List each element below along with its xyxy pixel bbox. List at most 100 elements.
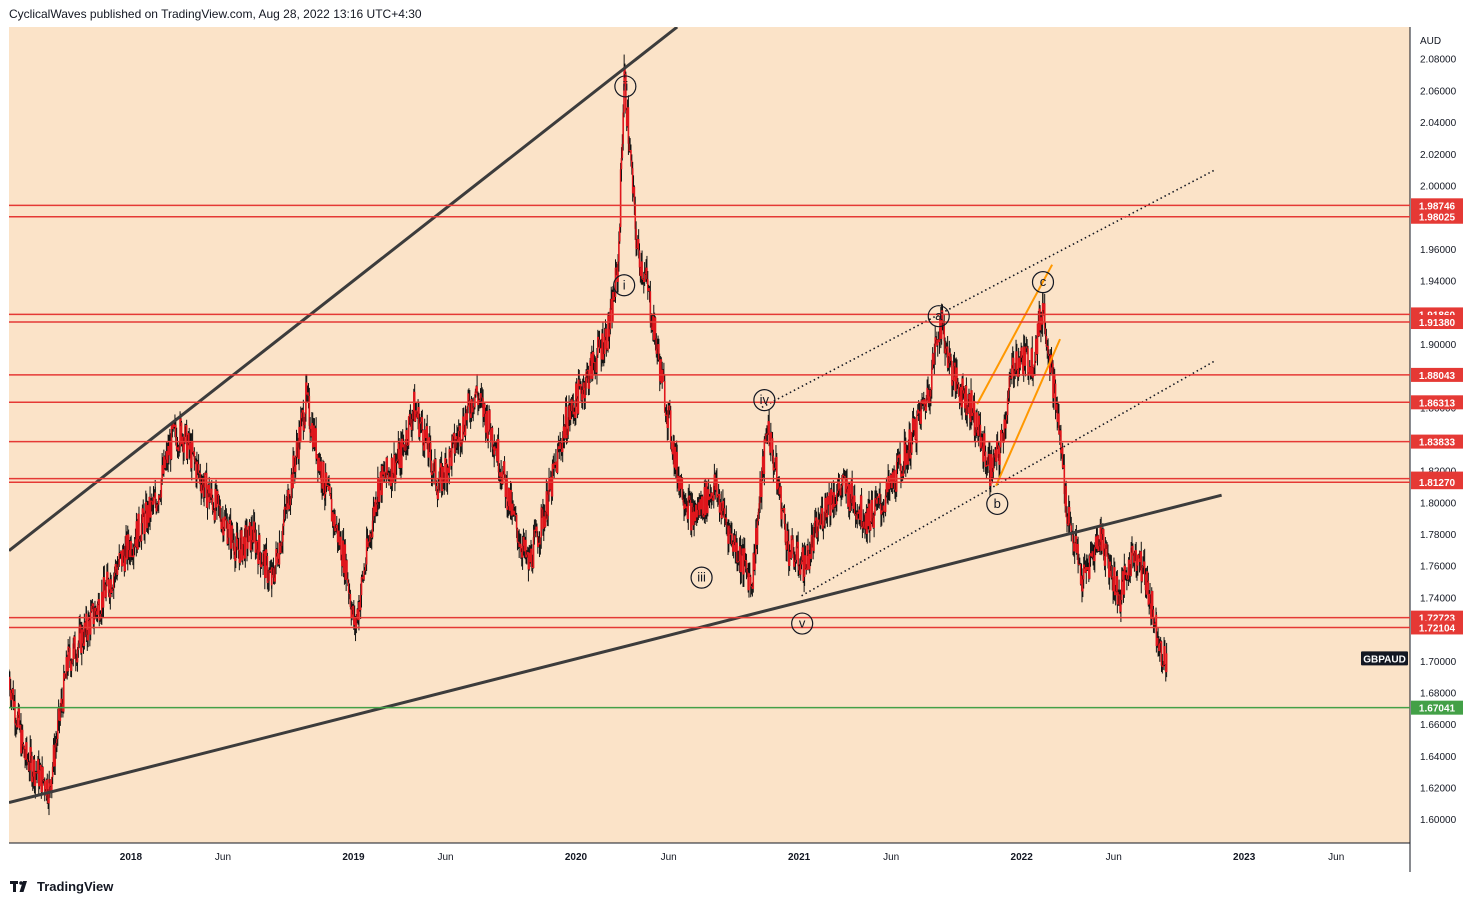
candle-body bbox=[1022, 357, 1024, 374]
dotted-trendline[interactable] bbox=[801, 359, 1216, 597]
candle-body bbox=[89, 611, 92, 635]
time-axis[interactable]: 2018 Jun 2019 Jun 2020 Jun 2021 Jun 2022 Jun 2023 J… bbox=[120, 852, 1344, 863]
candle-body bbox=[879, 493, 881, 504]
candle-body bbox=[497, 439, 500, 473]
candle-body bbox=[10, 693, 13, 701]
candle-body bbox=[999, 447, 1001, 465]
candle-body bbox=[254, 529, 257, 553]
candle-body bbox=[1026, 346, 1028, 349]
y-tick-label: 2.02000 bbox=[1420, 150, 1457, 161]
candle-body bbox=[1047, 345, 1049, 354]
candle-body bbox=[966, 412, 969, 416]
candle-body bbox=[13, 701, 15, 709]
candle-body bbox=[579, 384, 581, 387]
candle-body bbox=[200, 484, 202, 494]
candle-body bbox=[906, 453, 909, 465]
candle-body bbox=[139, 539, 141, 542]
level-tag-text: 1.91380 bbox=[1419, 318, 1456, 329]
orange-trendline[interactable] bbox=[976, 264, 1054, 405]
candle-body bbox=[16, 715, 19, 728]
candle-body bbox=[1045, 336, 1048, 347]
candle-body bbox=[847, 484, 850, 507]
candle-body bbox=[971, 412, 974, 417]
candle-body bbox=[894, 470, 896, 490]
candle-body bbox=[693, 511, 695, 526]
candle-body bbox=[242, 536, 245, 545]
candle-body bbox=[181, 436, 184, 445]
candle-body bbox=[755, 527, 757, 555]
candle-body bbox=[107, 579, 110, 593]
candle-body bbox=[786, 530, 788, 550]
candle-body bbox=[948, 352, 951, 364]
orange-trendline[interactable] bbox=[995, 338, 1061, 487]
candle-body bbox=[156, 504, 158, 512]
candle-body bbox=[1094, 547, 1096, 562]
candle-body bbox=[314, 428, 317, 448]
candle-body bbox=[398, 443, 400, 468]
candle-body bbox=[699, 499, 701, 516]
candle-body bbox=[1141, 567, 1143, 582]
candle-body bbox=[917, 409, 920, 414]
candle-body bbox=[530, 548, 532, 563]
candle-body bbox=[427, 449, 429, 458]
level-tag-text: 1.88043 bbox=[1419, 371, 1456, 382]
candle-body bbox=[825, 497, 827, 513]
candle-body bbox=[542, 509, 544, 529]
candle-body bbox=[1132, 545, 1134, 556]
candle-body bbox=[512, 509, 514, 515]
candle-body bbox=[957, 384, 960, 396]
candle-body bbox=[31, 776, 34, 783]
candle-body bbox=[806, 545, 808, 570]
candle-body bbox=[763, 439, 766, 474]
candle-body bbox=[212, 510, 215, 512]
candle-body bbox=[781, 508, 784, 510]
level-tag-1.83833: 1.83833 bbox=[1411, 434, 1463, 449]
candle-body bbox=[1149, 593, 1151, 604]
candle-body bbox=[753, 553, 755, 570]
candle-body bbox=[819, 522, 821, 526]
candle-body bbox=[355, 618, 358, 629]
candle-body bbox=[932, 353, 935, 365]
candle-body bbox=[158, 495, 161, 498]
candle-body bbox=[423, 429, 426, 451]
candle-body bbox=[173, 423, 175, 428]
candle-body bbox=[757, 512, 760, 522]
candle-body bbox=[52, 744, 55, 767]
candle-body bbox=[985, 465, 988, 467]
candle-body bbox=[792, 539, 794, 555]
candle-body bbox=[557, 446, 560, 450]
candle-body bbox=[549, 478, 551, 490]
candle-body bbox=[865, 513, 868, 534]
candle-body bbox=[375, 499, 377, 513]
candle-body bbox=[373, 506, 376, 517]
candle-body bbox=[229, 519, 232, 549]
candle-body bbox=[386, 457, 389, 473]
candle-body bbox=[96, 604, 99, 615]
candle-body bbox=[869, 522, 872, 531]
candle-body bbox=[997, 445, 1000, 458]
candle-body bbox=[841, 474, 844, 486]
candle-body bbox=[955, 367, 957, 392]
candle-body bbox=[303, 425, 305, 431]
candle-body bbox=[120, 551, 122, 554]
candle-body bbox=[599, 347, 602, 349]
level-tag-1.72104: 1.72104 bbox=[1411, 620, 1463, 635]
candle-body bbox=[232, 539, 235, 543]
candle-body bbox=[1114, 567, 1116, 596]
candle-body bbox=[627, 107, 630, 144]
solid-trendline[interactable] bbox=[9, 493, 1222, 805]
candle-body bbox=[642, 278, 644, 280]
wave-label-text: iv bbox=[760, 392, 770, 407]
levels-layer bbox=[9, 204, 1410, 709]
symbol-price-tag[interactable]: GBPAUD bbox=[1361, 651, 1408, 666]
candle-body bbox=[629, 149, 631, 152]
candle-body bbox=[1077, 543, 1079, 565]
candle-body bbox=[299, 418, 302, 442]
candle-body bbox=[564, 406, 567, 425]
candle-body bbox=[524, 539, 526, 552]
candle-body bbox=[1035, 338, 1038, 355]
solid-trendline[interactable] bbox=[9, 27, 679, 552]
candle-body bbox=[174, 424, 176, 428]
symbol-tag-text: GBPAUD bbox=[1363, 654, 1406, 665]
